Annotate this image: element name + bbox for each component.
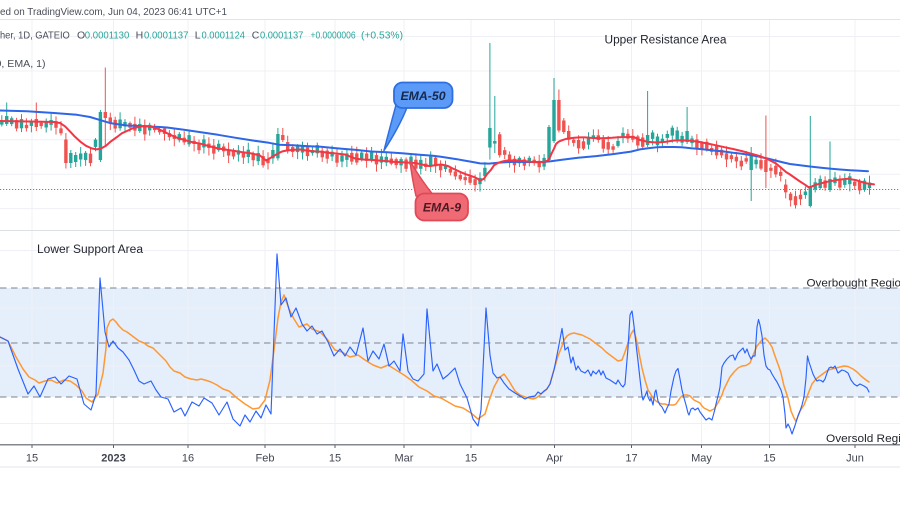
svg-text:Mar: Mar [395, 453, 414, 465]
svg-text:Lower Support Area: Lower Support Area [37, 244, 144, 256]
svg-text:May: May [691, 453, 712, 465]
svg-text:17: 17 [625, 453, 637, 465]
svg-text:0.0001137: 0.0001137 [144, 30, 189, 42]
svg-text:15: 15 [329, 453, 341, 465]
svg-text:EMA-9: EMA-9 [423, 201, 461, 215]
svg-text:L: L [195, 30, 201, 42]
svg-text:H: H [136, 30, 144, 42]
svg-text:16: 16 [182, 453, 194, 465]
svg-text:15: 15 [763, 453, 775, 465]
svg-text:Apr: Apr [546, 453, 563, 465]
svg-text:2023: 2023 [101, 453, 125, 465]
svg-text:0.0001124: 0.0001124 [202, 30, 246, 42]
svg-text:0.0001137: 0.0001137 [260, 30, 303, 42]
svg-text:her, 1D, GATEIO: her, 1D, GATEIO [0, 30, 70, 42]
svg-text:+0.0000006: +0.0000006 [311, 30, 356, 42]
svg-text:(+0.53%): (+0.53%) [361, 30, 403, 42]
svg-text:EMA-50: EMA-50 [400, 89, 445, 103]
svg-text:Jun: Jun [846, 453, 864, 465]
svg-text:Overbought Region: Overbought Region [807, 278, 900, 290]
svg-text:Oversold Region: Oversold Region [826, 433, 900, 445]
svg-text:0.0001130: 0.0001130 [85, 30, 130, 42]
svg-text:0, EMA, 1): 0, EMA, 1) [0, 58, 46, 70]
svg-text:15: 15 [465, 453, 477, 465]
svg-text:ed on TradingView.com, Jun 04,: ed on TradingView.com, Jun 04, 2023 06:4… [0, 6, 227, 18]
svg-text:Feb: Feb [256, 453, 275, 465]
svg-text:15: 15 [26, 453, 38, 465]
svg-text:Upper Resistance Area: Upper Resistance Area [605, 35, 728, 47]
svg-text:C: C [252, 30, 260, 42]
